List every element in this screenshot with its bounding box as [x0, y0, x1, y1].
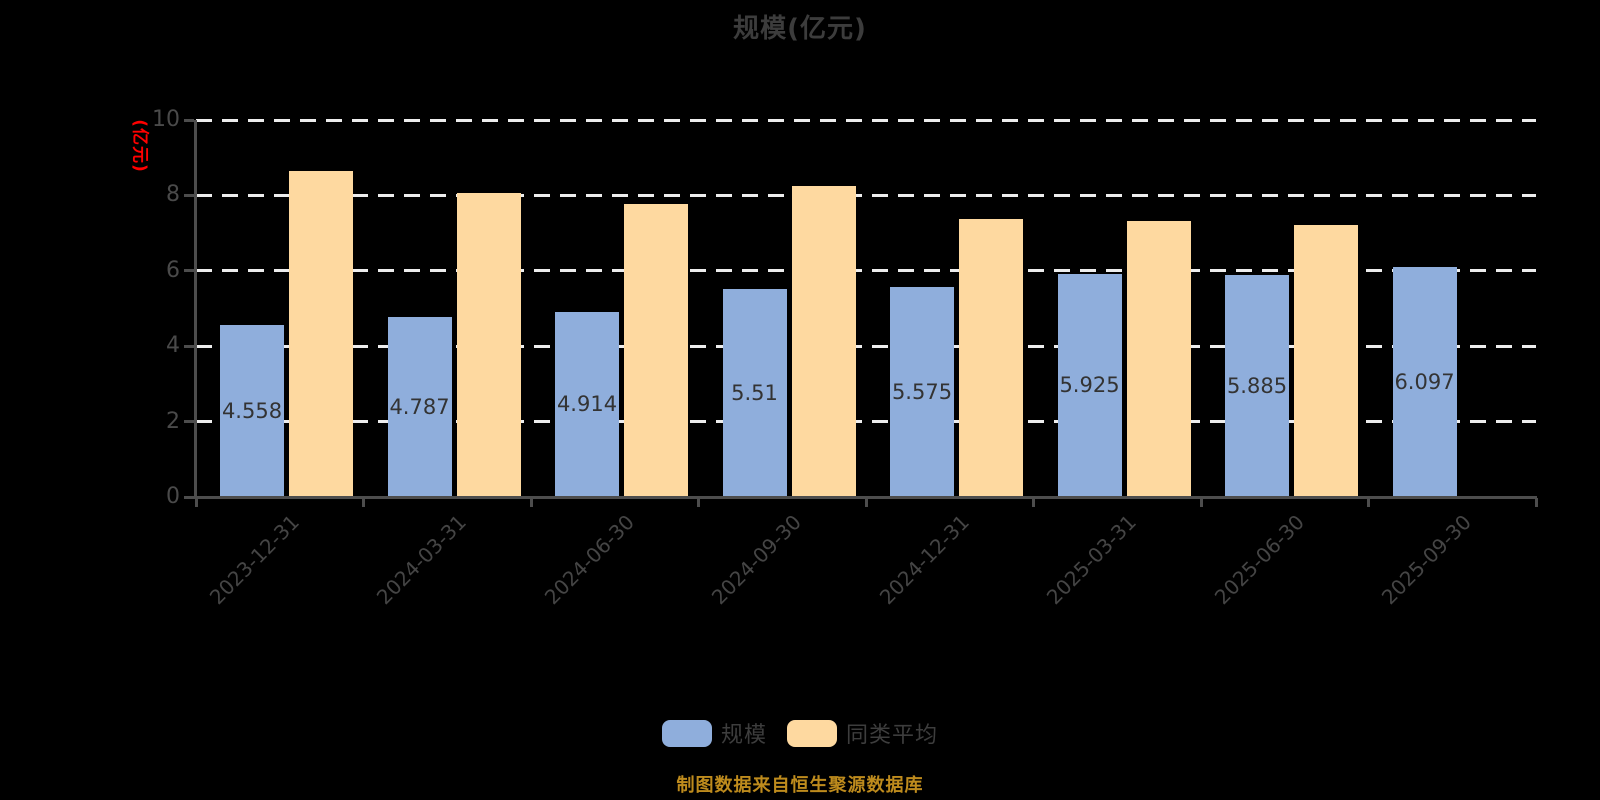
x-tick: [194, 498, 198, 507]
x-axis-date-label: 2024-12-31: [874, 510, 974, 610]
x-tick: [1534, 498, 1538, 507]
bar-value-label: 5.575: [891, 379, 953, 404]
bar-value-label: 4.787: [389, 394, 450, 419]
gridline-y8: [196, 193, 1536, 197]
gridline-y6: [196, 269, 1536, 273]
bar-value-label: 4.914: [556, 392, 618, 417]
x-tick: [362, 498, 365, 507]
scale-bar: [890, 286, 954, 497]
x-tick: [1199, 498, 1203, 507]
y-tick: [184, 495, 194, 499]
legend-label: 同类平均: [846, 723, 939, 748]
y-tick: [184, 118, 194, 122]
average-bar: [959, 218, 1023, 497]
bar-value-label: 5.925: [1059, 373, 1120, 398]
y-tick-label: 2: [166, 408, 180, 434]
average-bar: [456, 193, 521, 497]
chart-title: 规模(亿元): [733, 14, 867, 44]
x-axis-date-label: 2025-09-30: [1377, 510, 1477, 610]
gridline-y4: [196, 344, 1536, 348]
legend-label: 规模: [720, 723, 767, 748]
average-bar: [791, 185, 856, 497]
source-note: 制图数据来自恒生聚源数据库: [676, 775, 924, 796]
bar-value-label: 5.885: [1226, 374, 1288, 399]
x-axis-line: [194, 495, 1537, 499]
x-tick: [1367, 498, 1370, 507]
legend-item-average[interactable]: 同类平均: [787, 717, 938, 749]
legend-swatch: [787, 719, 837, 747]
x-axis-date-label: 2024-09-30: [707, 510, 807, 610]
bar-value-label: 4.558: [221, 399, 283, 424]
y-tick-label: 6: [166, 257, 180, 283]
x-tick: [1032, 498, 1035, 507]
x-tick: [864, 498, 868, 507]
average-bar: [1126, 221, 1191, 497]
legend-item-scale[interactable]: 规模: [661, 717, 767, 749]
bar-value-label: 5.51: [731, 381, 778, 406]
x-tick: [697, 498, 700, 507]
plot-area: 4.558 4.787 4.914 5.51 5.575 5.925 5.885 6.097: [196, 118, 1536, 497]
x-tick: [529, 498, 533, 507]
y-tick: [184, 193, 194, 197]
x-axis-date-label: 2024-03-31: [372, 510, 472, 610]
y-tick-label: 10: [152, 107, 180, 132]
gridline-y10: [196, 118, 1536, 122]
scale-bar: [387, 316, 452, 497]
y-tick: [184, 344, 194, 348]
scale-bar: [1392, 267, 1457, 497]
x-axis-date-label: 2025-03-31: [1042, 510, 1142, 610]
average-bar: [1294, 224, 1358, 497]
average-bar: [624, 203, 688, 497]
legend: 规模 同类平均: [0, 717, 1600, 749]
scale-bar: [555, 311, 619, 497]
scale-bar: [1225, 275, 1289, 497]
bar-value-label: 6.097: [1394, 370, 1455, 395]
x-axis-date-label: 2025-06-30: [1209, 510, 1309, 610]
y-tick-label: 8: [166, 182, 180, 208]
scale-bar: [220, 325, 284, 497]
x-axis-date-label: 2024-06-30: [539, 510, 639, 610]
legend-swatch: [661, 719, 712, 747]
y-tick: [184, 420, 194, 424]
scale-bar: [1057, 273, 1122, 497]
gridline-y2: [196, 420, 1536, 424]
scale-bar: [722, 289, 787, 497]
y-tick-label: 0: [166, 484, 180, 509]
y-tick-label: 4: [166, 333, 180, 359]
y-axis-line: [194, 120, 197, 498]
y-tick: [184, 269, 194, 273]
x-axis-date-label: 2023-12-31: [204, 510, 304, 610]
average-bar: [289, 171, 353, 497]
